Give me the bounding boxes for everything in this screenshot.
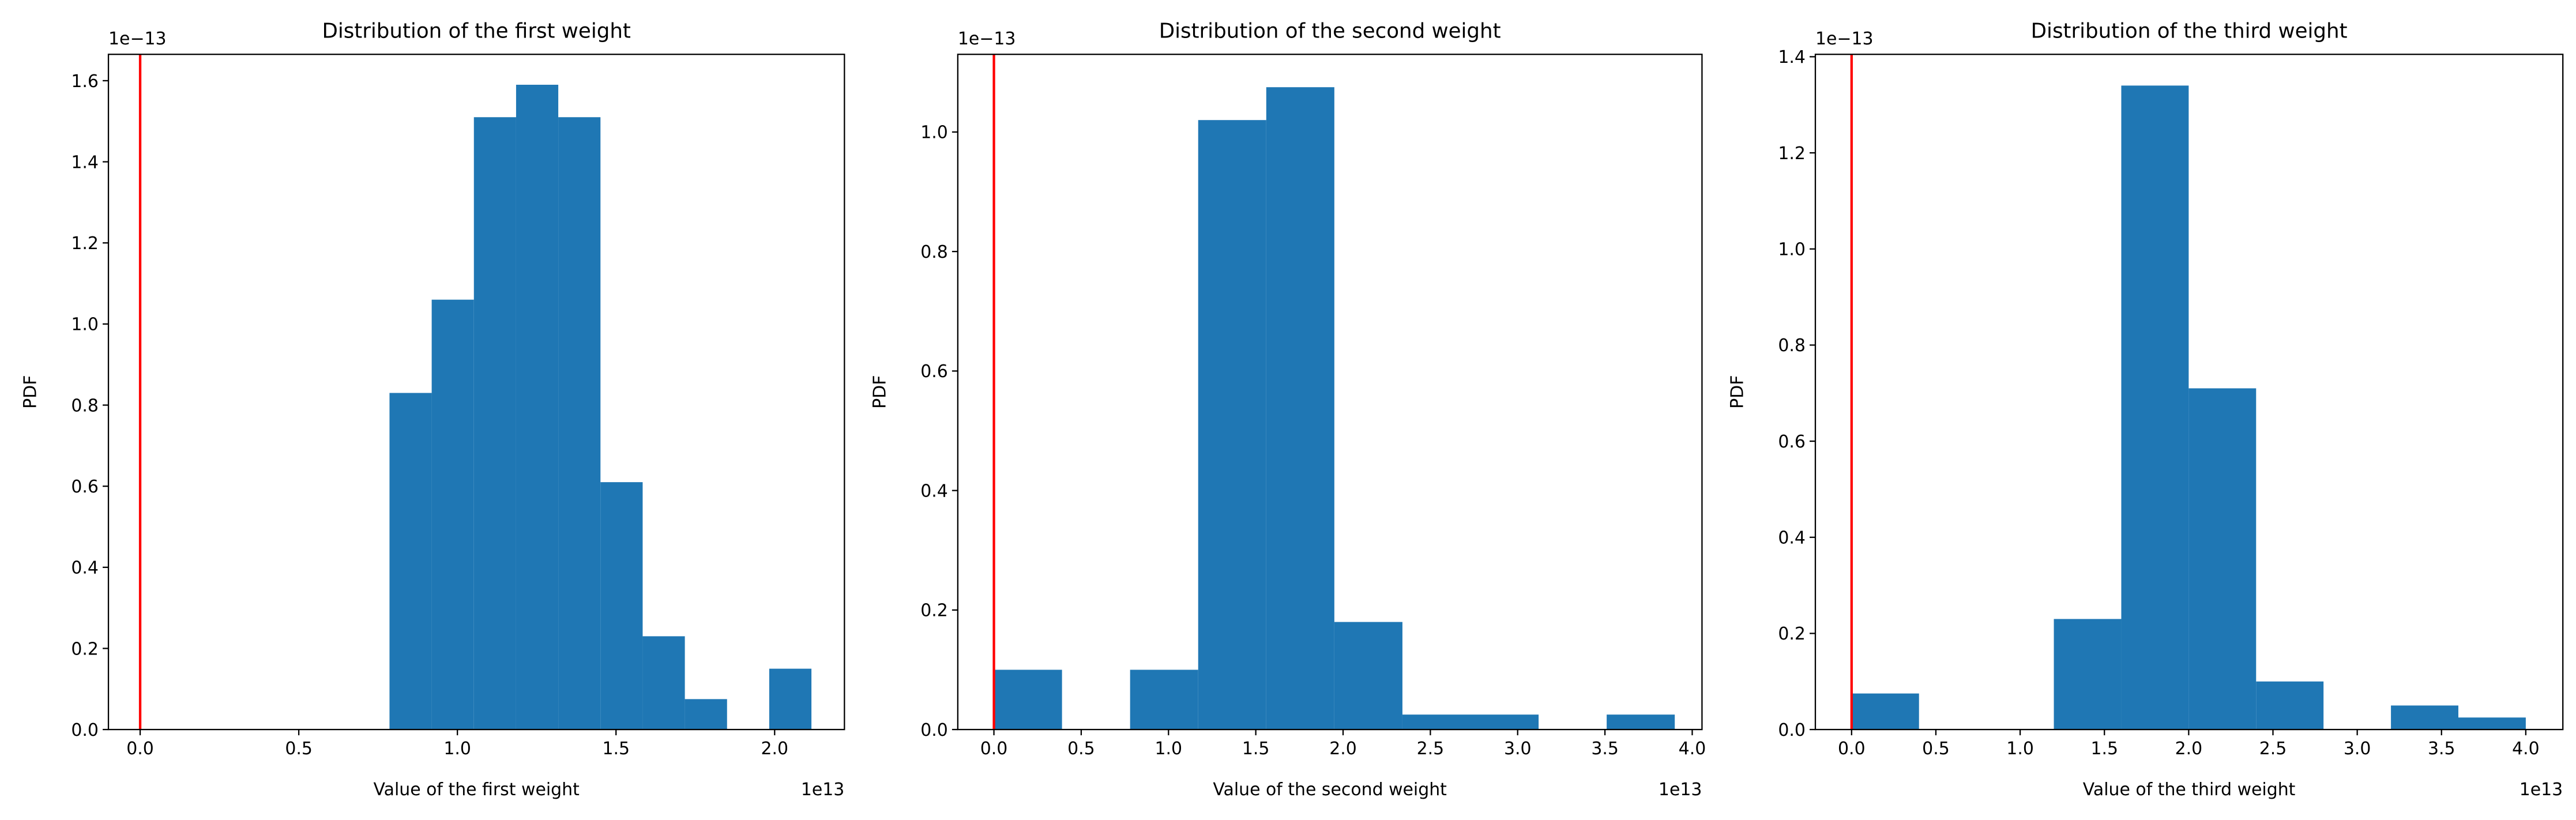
x-tick-label: 0.0: [126, 739, 154, 759]
histogram-bar: [769, 668, 812, 730]
y-tick-label: 1.2: [71, 234, 99, 254]
histogram-bar: [1334, 622, 1402, 730]
histogram-bar: [2458, 717, 2526, 730]
histogram-bar: [1470, 714, 1539, 730]
histogram-bar: [2188, 388, 2257, 730]
x-tick-label: 0.0: [980, 739, 1008, 759]
x-axis-label: Value of the second weight: [1213, 780, 1447, 800]
y-tick-label: 0.8: [920, 242, 948, 262]
histogram-bar: [2054, 619, 2122, 730]
x-tick-label: 0.5: [1067, 739, 1095, 759]
axes-frame: [957, 54, 1703, 731]
y-tick-label: 0.6: [920, 362, 948, 382]
y-tick-label: 0.2: [1778, 624, 1806, 644]
x-tick-label: 4.0: [1679, 739, 1706, 759]
x-tick-label: 1.0: [2006, 739, 2034, 759]
y-axis-label: PDF: [870, 375, 890, 409]
histogram-bar: [600, 482, 643, 730]
histogram-bar: [1130, 669, 1198, 730]
histogram-bar: [1198, 120, 1266, 730]
x-tick-label: 2.5: [1417, 739, 1445, 759]
x-tick-label: 2.0: [2175, 739, 2203, 759]
chart-title: Distribution of the third weight: [2031, 20, 2348, 43]
y-tick-label: 1.0: [920, 123, 948, 143]
histogram-bar: [1851, 693, 1919, 730]
x-tick-label: 1.0: [1155, 739, 1182, 759]
y-tick-label: 1.4: [1778, 47, 1806, 67]
x-tick-label: 1.0: [443, 739, 471, 759]
x-axis-label: Value of the third weight: [2083, 780, 2296, 800]
histogram-bar: [2121, 85, 2189, 730]
histogram-bar: [642, 636, 685, 730]
y-tick-label: 0.0: [1778, 720, 1806, 740]
x-tick-label: 1.5: [1242, 739, 1270, 759]
histogram-bar: [685, 699, 727, 730]
chart-title: Distribution of the second weight: [1159, 20, 1501, 43]
x-offset-label: 1e13: [2519, 780, 2563, 800]
histogram-bar: [1607, 714, 1675, 730]
x-tick-label: 4.0: [2512, 739, 2540, 759]
y-tick-label: 0.6: [1778, 432, 1806, 452]
y-tick-label: 0.2: [920, 601, 948, 621]
y-tick-label: 0.4: [71, 558, 99, 578]
y-axis-label: PDF: [21, 375, 41, 409]
histogram-bar: [473, 117, 516, 730]
histogram-bar: [2391, 705, 2459, 730]
histogram-bar: [994, 669, 1062, 730]
y-tick-label: 0.4: [1778, 528, 1806, 548]
histogram-bar: [516, 84, 559, 730]
x-axis-label: Value of the first weight: [374, 780, 580, 800]
y-offset-label: 1e−13: [1815, 29, 1874, 49]
y-tick-label: 0.8: [71, 396, 99, 416]
histogram-bar: [558, 117, 601, 730]
histogram-bar: [2256, 681, 2324, 730]
y-tick-label: 0.8: [1778, 336, 1806, 356]
y-tick-label: 0.4: [920, 481, 948, 501]
histogram-bar: [1266, 87, 1334, 730]
y-offset-label: 1e−13: [958, 29, 1016, 49]
x-offset-label: 1e13: [801, 780, 844, 800]
y-tick-label: 0.0: [71, 720, 99, 740]
x-tick-label: 2.5: [2259, 739, 2287, 759]
x-tick-label: 0.5: [1922, 739, 1950, 759]
axes-frame: [107, 54, 845, 731]
x-tick-label: 3.5: [2428, 739, 2455, 759]
histogram-bar: [1402, 714, 1471, 730]
y-tick-label: 0.2: [71, 639, 99, 659]
y-tick-label: 1.6: [71, 72, 99, 92]
y-tick-label: 1.0: [71, 315, 99, 335]
y-axis-label: PDF: [1728, 375, 1748, 409]
x-tick-label: 2.0: [761, 739, 789, 759]
x-offset-label: 1e13: [1659, 780, 1702, 800]
x-tick-label: 3.5: [1591, 739, 1619, 759]
x-tick-label: 1.5: [602, 739, 630, 759]
y-offset-label: 1e−13: [108, 29, 167, 49]
x-tick-label: 1.5: [2090, 739, 2118, 759]
x-tick-label: 3.0: [2344, 739, 2371, 759]
x-tick-label: 0.0: [1838, 739, 1866, 759]
histogram-bar: [389, 393, 432, 730]
y-tick-label: 0.0: [920, 720, 948, 740]
x-tick-label: 0.5: [285, 739, 313, 759]
x-tick-label: 2.0: [1329, 739, 1357, 759]
chart-title: Distribution of the first weight: [322, 20, 630, 43]
y-tick-label: 1.0: [1778, 240, 1806, 260]
y-tick-label: 1.2: [1778, 144, 1806, 164]
y-tick-label: 0.6: [71, 477, 99, 497]
x-tick-label: 3.0: [1504, 739, 1532, 759]
y-tick-label: 1.4: [71, 152, 99, 172]
histogram-bar: [431, 299, 474, 730]
